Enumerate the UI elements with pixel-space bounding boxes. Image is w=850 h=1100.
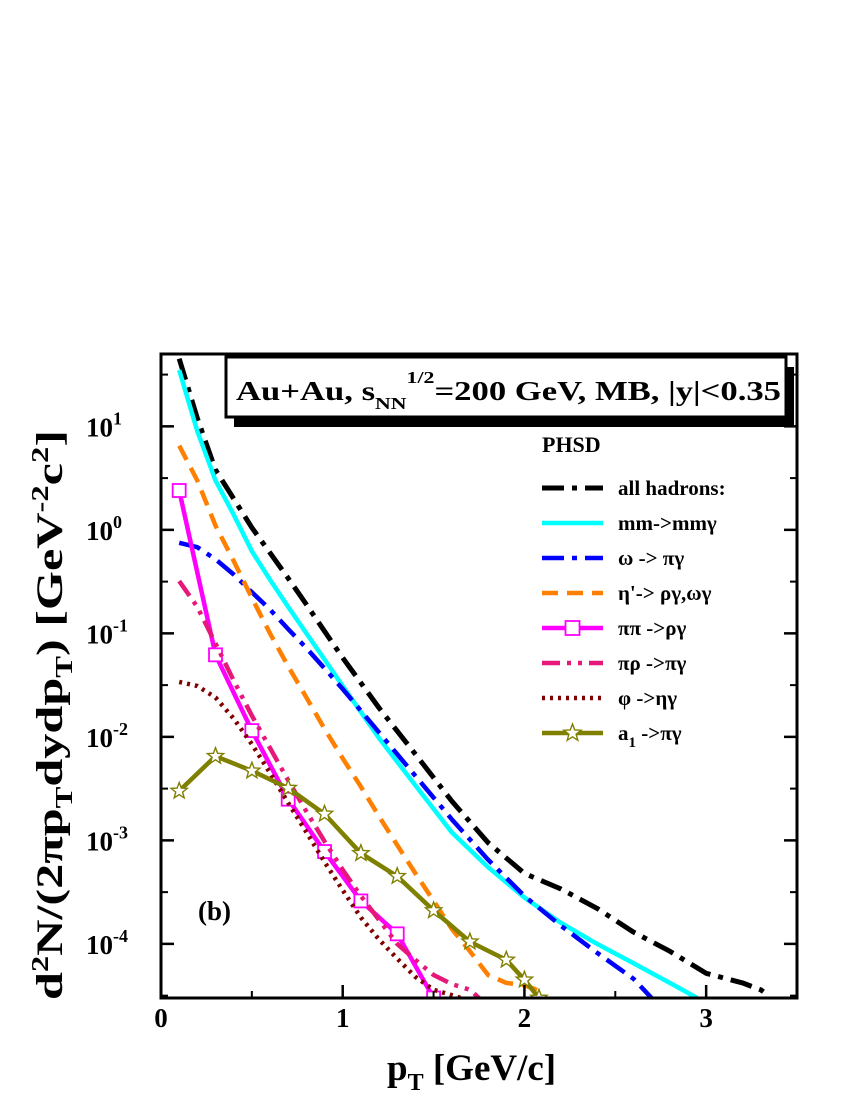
x-label-p: p: [387, 1048, 408, 1089]
legend: PHSD all hadrons: mm->mmγ ω -> πγ η'-> ργ,ω…: [542, 432, 726, 751]
tick-layer: 0 1 2 3 10-4 10-3 10-2 10-1 100 101: [86, 354, 797, 1033]
data-point-a-1: [350, 842, 371, 862]
y-label-sup2b: 2: [28, 447, 54, 463]
y-label-c: c: [30, 463, 71, 485]
x-tick-label: 2: [518, 1003, 532, 1033]
legend-title: PHSD: [542, 432, 601, 457]
y-label-d: d: [30, 972, 71, 1000]
x-tick-label: 3: [699, 1003, 713, 1033]
y-tick-label: 10-4: [86, 926, 128, 960]
data-point-a-1: [514, 969, 535, 989]
x-tick-label: 1: [336, 1003, 350, 1033]
series-line-series: [177, 444, 544, 995]
data-point-a-1: [387, 865, 408, 885]
y-tick-label: 10-3: [86, 822, 128, 856]
x-axis-label: pT [GeV/c]: [387, 1048, 556, 1096]
plot-frame: [159, 352, 799, 1000]
y-label-dyd: dydp: [30, 678, 71, 787]
data-point-series: [389, 926, 405, 942]
y-label-n: N/(2πp: [30, 808, 71, 955]
y-tick-label: 10-2: [86, 719, 128, 753]
series-line-mm-mm: [177, 369, 699, 998]
header-text-sup: 1/2: [407, 368, 435, 387]
x-label-rest: [GeV/c]: [424, 1048, 557, 1089]
data-point-a-1: [459, 931, 480, 951]
series-line-all-hadrons: [176, 357, 772, 998]
y-label-paren: ) [GeV: [30, 512, 71, 656]
x-label-sub: T: [408, 1070, 424, 1096]
y-tick-label: 10-1: [86, 615, 128, 649]
data-point-a-1: [241, 760, 262, 780]
legend-label-series: ω -> πγ: [618, 546, 684, 570]
legend-marker-series: [564, 620, 581, 636]
data-point-a-1: [529, 987, 549, 998]
series-line-series: [178, 679, 462, 998]
data-point-a-1: [169, 780, 190, 800]
y-label-sup2: 2: [28, 956, 54, 972]
data-point-series: [171, 483, 187, 498]
legend-marker-a-1: [562, 721, 583, 742]
series-line-series: [178, 540, 654, 998]
data-point-a-1: [496, 949, 517, 969]
y-tick-label: 101: [86, 408, 122, 442]
y-axis-label: d2N/(2πpTdydpT) [GeV-2c2]: [28, 430, 78, 1000]
data-point-a-1: [205, 745, 226, 765]
legend-label-a-1: a1 ->πγ: [618, 721, 682, 751]
header-box-text: Au+Au, s NN1/2 =200 GeV, MB, |y|<0.35: [236, 368, 781, 413]
header-box: [224, 355, 788, 419]
data-point-a-1: [314, 803, 335, 823]
series-line-a-1: [177, 753, 541, 998]
legend-label-series: φ ->ηγ: [618, 686, 677, 710]
panel-label: (b): [198, 896, 231, 926]
y-tick-label: 100: [86, 512, 122, 546]
header-text-sub: NN: [375, 394, 407, 413]
x-tick-label: 0: [154, 1003, 168, 1033]
y-label-sub2: T: [52, 656, 78, 678]
legend-label-series: πρ ->πγ: [618, 651, 686, 675]
header-text-rest: =200 GeV, MB, |y|<0.35: [434, 376, 781, 406]
data-point-a-1: [278, 777, 299, 797]
legend-label-series: ππ ->ργ: [618, 616, 686, 640]
data-point-a-1: [423, 900, 444, 920]
data-point-series: [353, 893, 369, 909]
y-label-end: ]: [30, 430, 71, 447]
y-label-sub1: T: [52, 787, 78, 809]
legend-label-mm-mm: mm->mmγ: [618, 511, 717, 535]
legend-label-series: η'-> ργ,ωγ: [618, 581, 712, 605]
series-line-series: [177, 579, 481, 998]
header-text-prefix: Au+Au, s: [236, 376, 375, 406]
legend-label-all-hadrons: all hadrons:: [618, 476, 726, 500]
series-layer: [169, 357, 772, 998]
y-label-sup-neg2: -2: [28, 485, 54, 512]
